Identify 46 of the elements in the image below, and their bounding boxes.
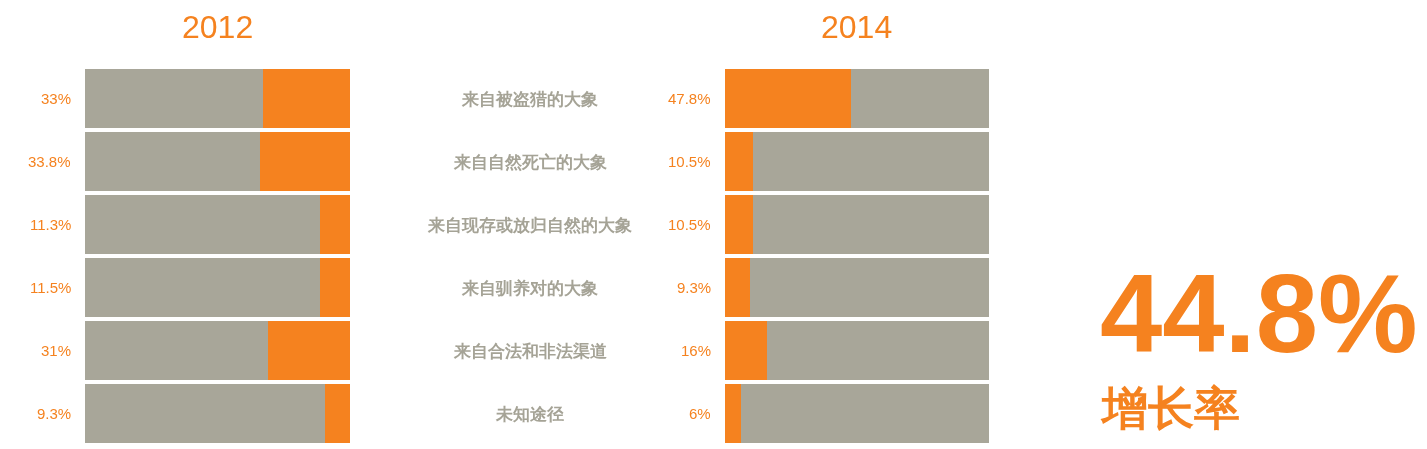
bar — [267, 320, 350, 381]
bar — [85, 383, 326, 444]
bar — [725, 194, 753, 255]
bar — [320, 194, 350, 255]
bar — [85, 131, 261, 192]
y-tick-label: 来自现存或放归自然的大象 — [427, 215, 632, 235]
bar — [752, 131, 989, 192]
bar — [725, 320, 768, 381]
bar — [325, 383, 350, 444]
bar — [85, 257, 320, 318]
bar — [85, 194, 321, 255]
text: 增长率 — [1100, 381, 1240, 435]
bar — [725, 68, 852, 129]
data-label: 10.5% — [668, 216, 711, 233]
y-tick-label: 来自合法和非法渠道 — [453, 341, 607, 361]
bar — [85, 320, 268, 381]
bar — [851, 68, 989, 129]
chart-title: 2014 — [821, 9, 893, 45]
bar — [85, 68, 263, 129]
data-label: 11.3% — [30, 216, 72, 233]
data-label: 16% — [681, 342, 712, 359]
data-label: 6% — [689, 405, 711, 422]
bar — [725, 383, 741, 444]
y-tick-label: 未知途径 — [495, 404, 564, 424]
chart-title: 2012 — [182, 9, 254, 45]
data-label: 47.8% — [668, 90, 711, 107]
data-label: 9.3% — [677, 279, 712, 296]
bar — [749, 257, 989, 318]
bar — [740, 383, 989, 444]
text: 44.8% — [1100, 251, 1418, 376]
bar — [262, 68, 350, 129]
bar — [767, 320, 989, 381]
bar — [752, 194, 989, 255]
bar — [319, 257, 350, 318]
y-tick-label: 来自自然死亡的大象 — [453, 152, 607, 172]
bar — [725, 131, 753, 192]
data-label: 10.5% — [668, 153, 711, 170]
data-label: 33% — [41, 90, 72, 107]
data-label: 31% — [41, 342, 72, 359]
bar — [725, 257, 750, 318]
y-tick-label: 来自被盗猎的大象 — [461, 89, 598, 109]
y-tick-label: 来自驯养对的大象 — [461, 278, 598, 298]
data-label: 9.3% — [37, 405, 72, 422]
data-label: 33.8% — [28, 153, 71, 170]
data-label: 11.5% — [30, 279, 72, 296]
bar — [260, 131, 350, 192]
